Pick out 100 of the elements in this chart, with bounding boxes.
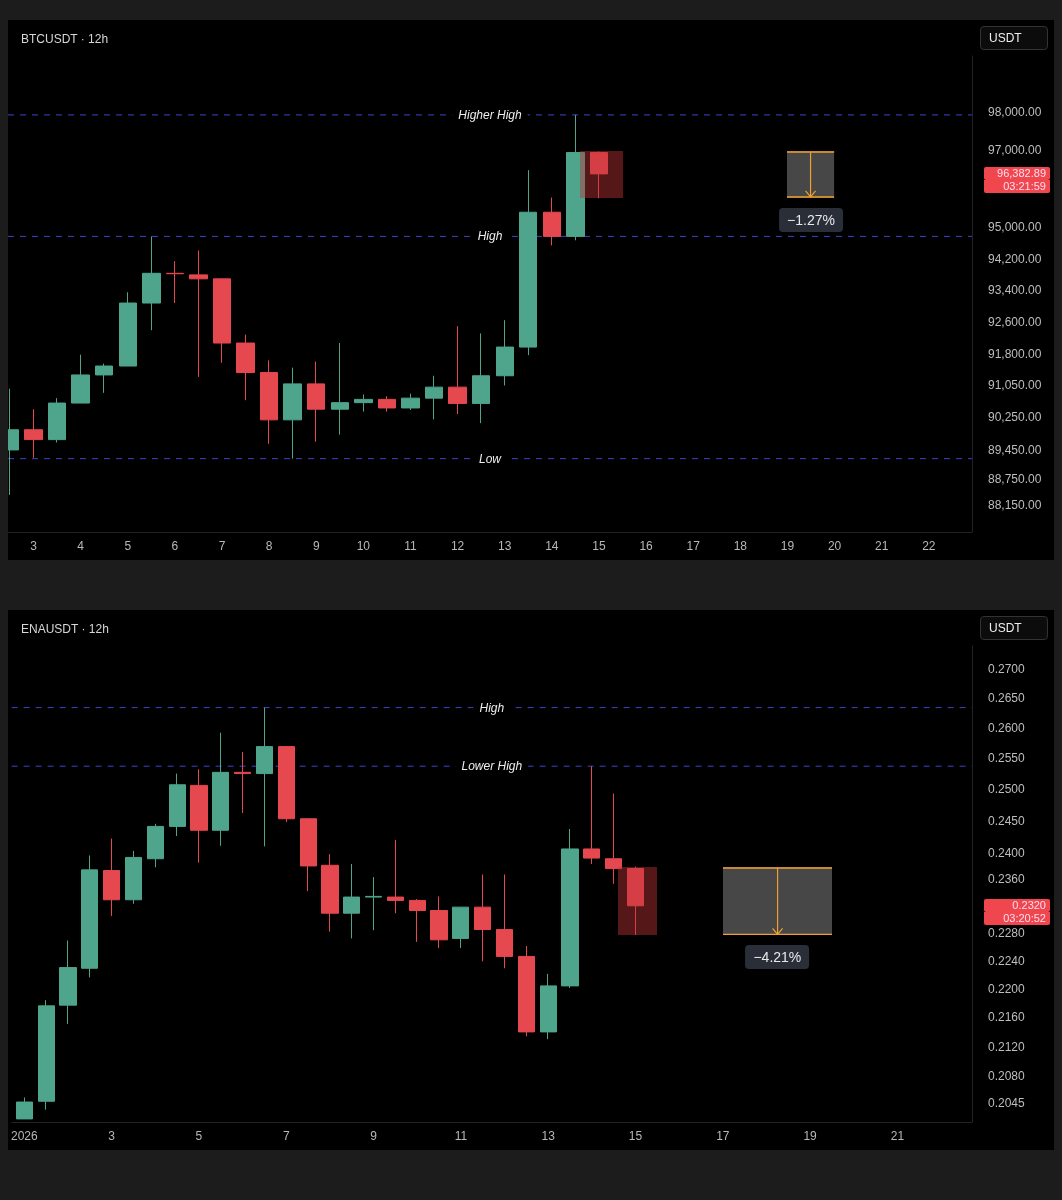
text: 03:21:59: [984, 179, 1050, 193]
candlestick: [189, 249, 208, 378]
ref-line-label: Lower High: [461, 759, 523, 774]
y-tick-label: 90,250.00: [988, 410, 1042, 425]
candlestick: [95, 363, 113, 394]
candlestick: [256, 707, 273, 847]
candlestick: [59, 940, 77, 1025]
candlestick: [518, 945, 535, 1037]
x-tick-label: 3: [30, 539, 38, 553]
y-tick-label: 92,600.00: [988, 315, 1042, 330]
ref-line-label: High: [479, 700, 505, 715]
candlestick: [142, 235, 161, 331]
x-tick-label: 18: [733, 539, 748, 553]
y-tick-label: 0.2360: [988, 872, 1026, 887]
y-tick-label: 0.2240: [988, 953, 1026, 968]
y-tick-label: 0.2450: [988, 813, 1026, 828]
x-tick-label: 22: [922, 539, 936, 553]
candlestick: [561, 828, 579, 989]
x-tick-label: 20: [827, 539, 842, 553]
x-tick-label: 6: [171, 539, 179, 553]
y-tick-label: 89,450.00: [988, 443, 1042, 458]
y-tick-label: 93,400.00: [988, 283, 1042, 298]
x-tick-label: 9: [312, 539, 320, 553]
candlestick: [543, 197, 561, 246]
text: USDT: [980, 26, 1048, 50]
ref-line-label: Higher High: [458, 107, 522, 122]
x-tick-label: 5: [124, 539, 132, 553]
x-tick-label: 13: [498, 539, 512, 553]
text: USDT: [980, 616, 1048, 640]
y-tick-label: 0.2080: [988, 1069, 1026, 1084]
y-tick-label: 0.2160: [988, 1010, 1026, 1025]
x-tick-label: 19: [780, 539, 795, 553]
candlestick: [307, 361, 325, 443]
candlestick: [425, 375, 443, 420]
ref-line-label: High: [477, 229, 503, 244]
x-tick-label: 15: [628, 1129, 643, 1143]
y-tick-label: 95,000.00: [988, 220, 1042, 235]
y-tick-label: 88,750.00: [988, 472, 1042, 487]
x-tick-label: 5: [195, 1129, 203, 1143]
candlestick: [300, 817, 317, 892]
y-tick-label: 0.2400: [988, 845, 1026, 860]
candlestick: [71, 354, 90, 404]
x-tick-label: 4: [77, 539, 85, 553]
x-tick-label: 11: [454, 1129, 468, 1143]
x-tick-label: 12: [450, 539, 465, 553]
y-tick-label: 0.2550: [988, 751, 1026, 766]
annotation: −1.27%: [779, 208, 843, 233]
candlestick: [496, 873, 513, 969]
x-tick-label: 14: [545, 539, 559, 553]
candlestick: [401, 393, 420, 411]
x-tick-label: 17: [686, 539, 701, 553]
text: 0.2320: [984, 898, 1050, 912]
y-tick-label: 0.2500: [988, 782, 1026, 797]
candlestick: [409, 898, 426, 943]
x-tick-label: 7: [282, 1129, 290, 1143]
y-tick-label: 0.2280: [988, 925, 1026, 940]
x-tick-label: 9: [370, 1129, 378, 1143]
candlestick: [81, 854, 98, 978]
candlestick: [125, 850, 142, 905]
y-tick-label: 0.2200: [988, 981, 1026, 996]
y-tick-label: 94,200.00: [988, 251, 1042, 266]
x-tick-label: 17: [716, 1129, 730, 1143]
x-tick-label: 2026: [11, 1129, 39, 1143]
candlestick: [169, 773, 186, 837]
candlestick: [566, 114, 585, 241]
candlestick: [147, 823, 164, 868]
candlestick: [24, 408, 43, 459]
candlestick: [387, 839, 404, 914]
x-tick-label: 10: [356, 539, 371, 553]
text: 03:20:52: [984, 911, 1050, 925]
candlestick: [365, 876, 382, 931]
x-tick-label: 16: [639, 539, 654, 553]
y-tick-label: 0.2700: [988, 661, 1026, 676]
candlestick: [212, 732, 229, 847]
candlestick: [321, 853, 339, 933]
candlestick: [119, 291, 137, 367]
candlestick: [474, 873, 491, 962]
candlestick: [16, 1096, 33, 1120]
candlestick: [278, 745, 295, 823]
candlestick: [583, 765, 600, 865]
x-tick-label: 21: [875, 539, 889, 553]
x-tick-label: 8: [265, 539, 273, 553]
candlestick: [452, 906, 469, 949]
x-tick-label: 13: [541, 1129, 556, 1143]
y-tick-label: 91,050.00: [988, 377, 1042, 392]
candlestick: [519, 169, 537, 356]
x-tick-label: 21: [890, 1129, 905, 1143]
candlestick: [448, 325, 467, 415]
candlestick: [627, 866, 644, 936]
chart-title: BTCUSDT · 12h: [21, 32, 109, 46]
candlestick: [260, 359, 278, 445]
candlestick: [605, 793, 622, 885]
y-tick-label: 0.2120: [988, 1039, 1026, 1054]
chart-title: ENAUSDT · 12h: [21, 622, 109, 636]
candlestick: [590, 150, 608, 199]
y-tick-label: 0.2600: [988, 720, 1026, 735]
annotation: −4.21%: [745, 945, 810, 969]
y-tick-label: 97,000.00: [988, 143, 1042, 158]
y-tick-label: 0.2045: [988, 1095, 1026, 1110]
candlestick: [472, 332, 490, 424]
